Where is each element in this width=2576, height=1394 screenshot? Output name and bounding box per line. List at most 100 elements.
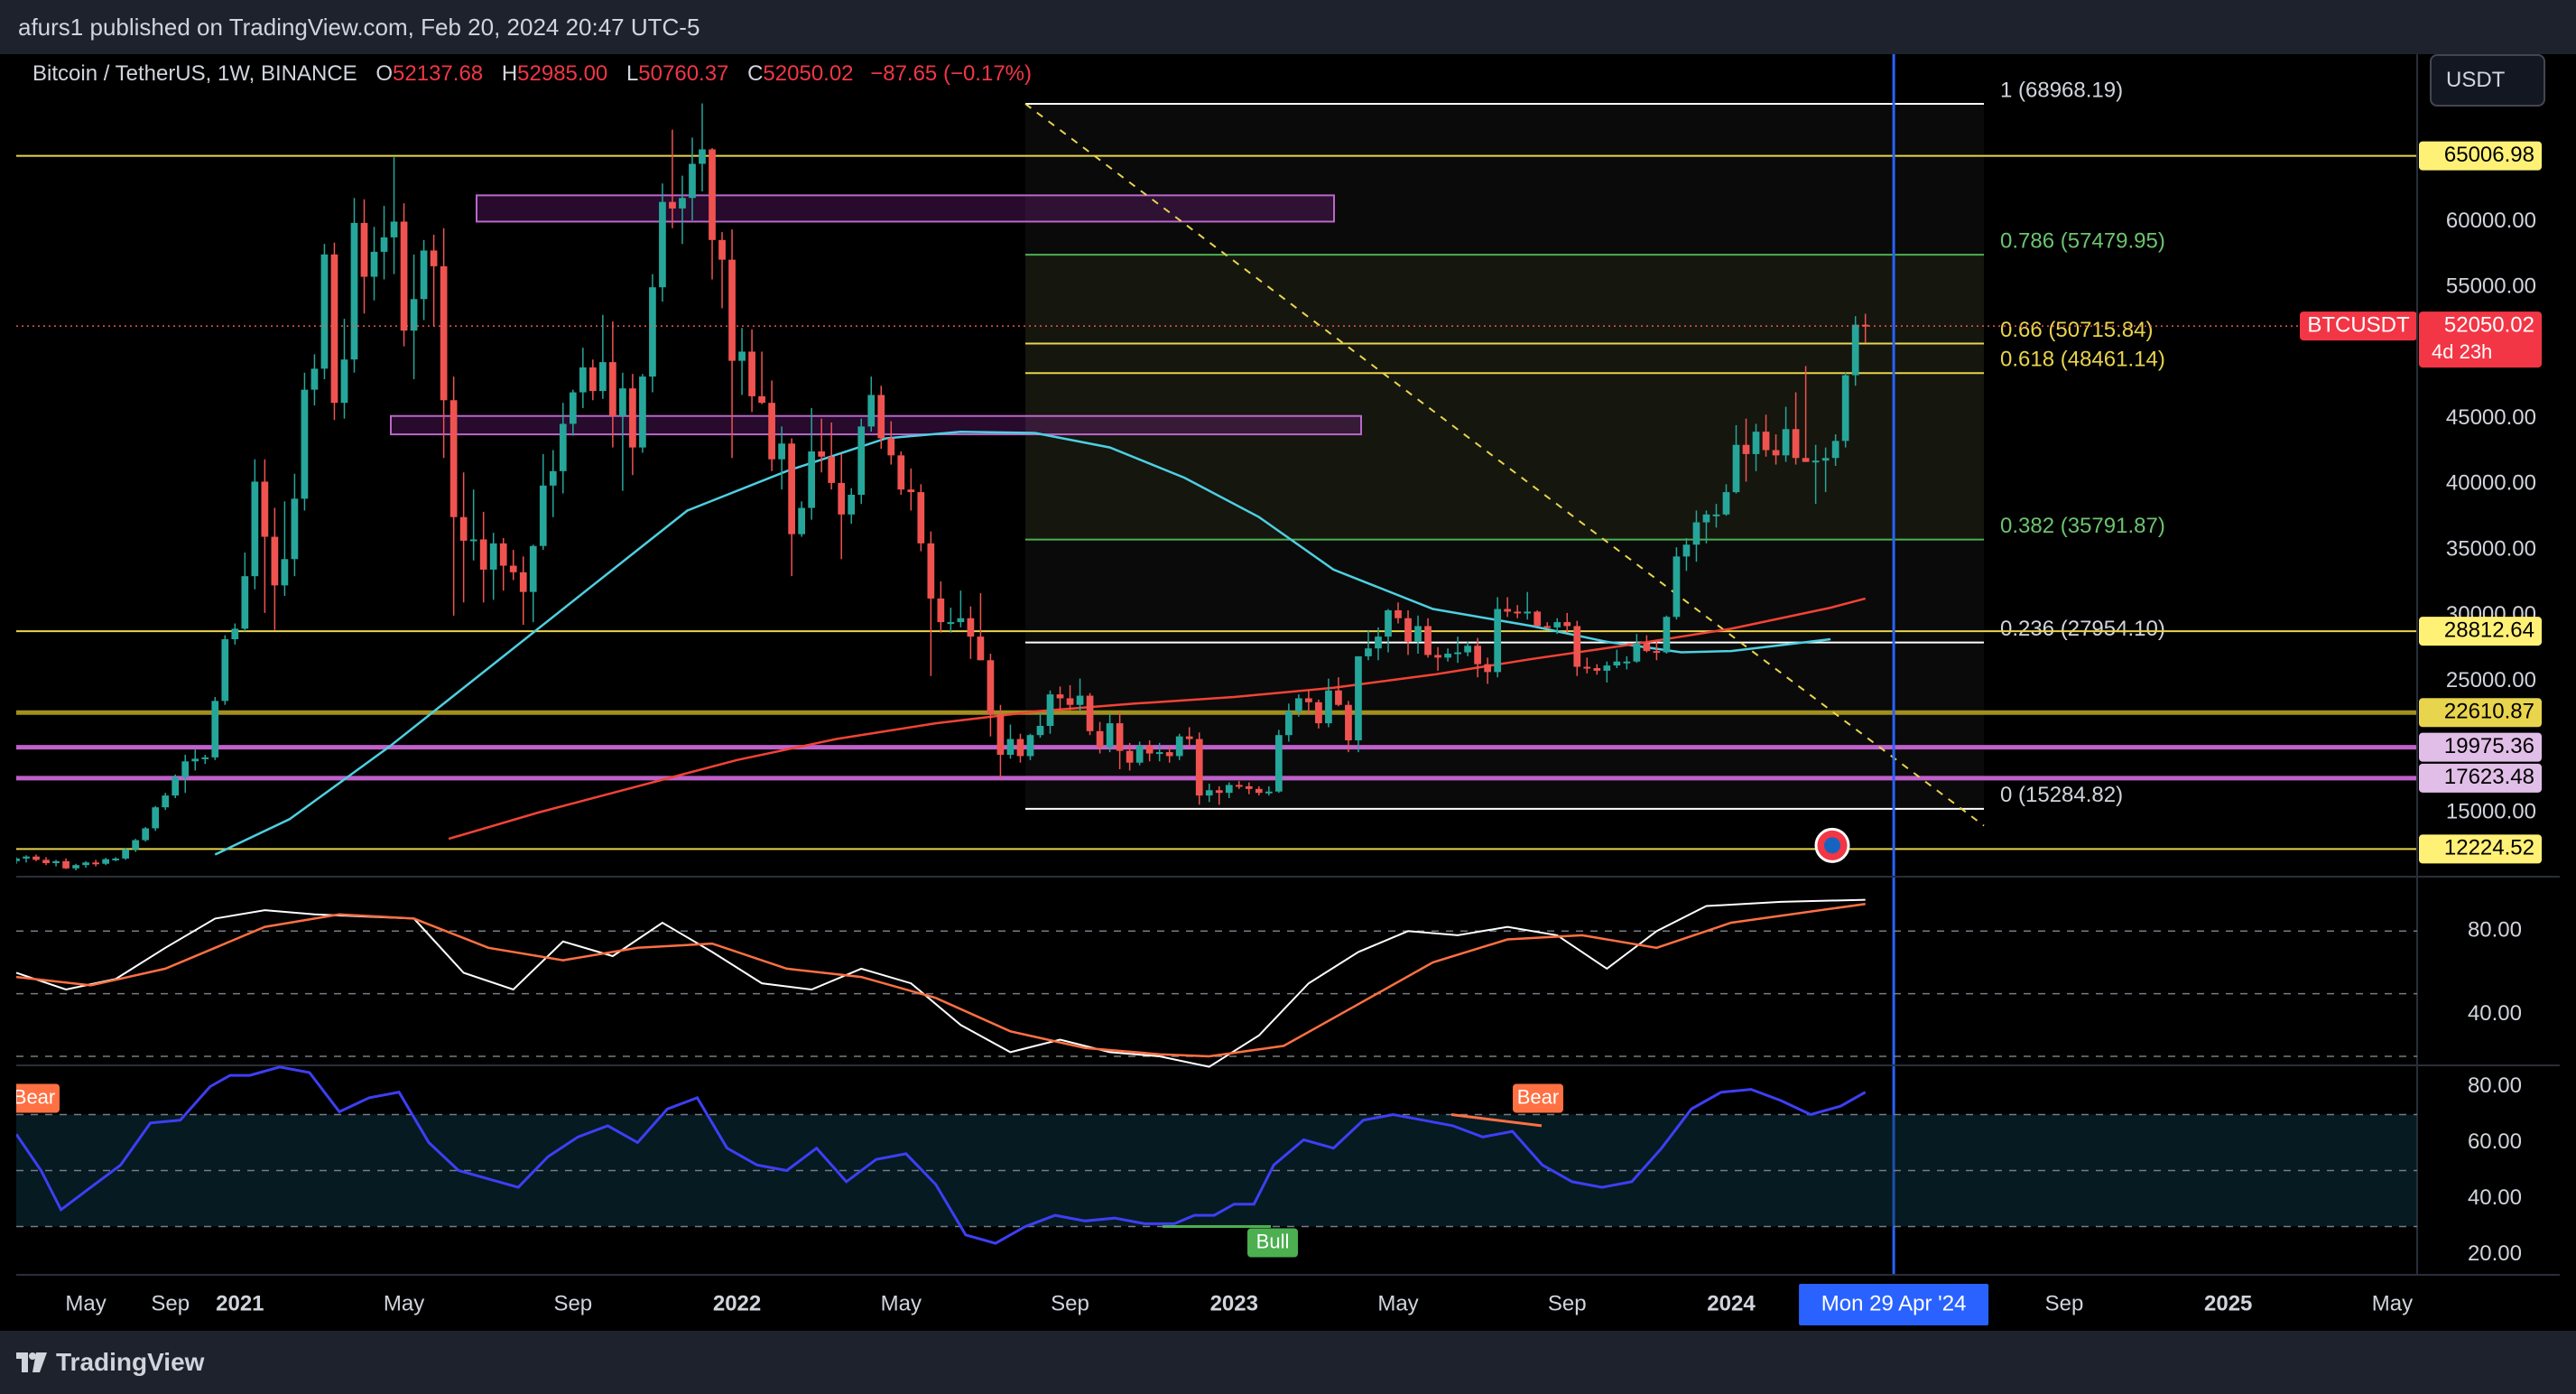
candle-body [699,149,706,164]
supply-zone-lower [390,414,1362,436]
level-price-tag [2419,141,2542,171]
candle-body [1175,736,1183,757]
candle-body [1524,611,1532,614]
candle-body [1821,458,1830,461]
candle-body [1812,460,1820,463]
candle-body [1573,626,1581,667]
tradingview-brand: TradingView [56,1348,205,1376]
time-axis-label: 2022 [713,1291,761,1315]
candle-body [459,516,468,541]
level-price-label: 12224.52 [2444,836,2534,860]
candle-body [251,481,259,577]
candle-body [1375,637,1382,649]
candle-body [1682,544,1691,557]
low-label: L [625,61,639,86]
candle-body [1335,690,1342,705]
candle-body [977,637,985,661]
candle-body [171,776,180,796]
high-label: H [501,61,518,86]
candle-body [1792,429,1800,459]
candle-body [1494,609,1502,673]
candle-body [1116,723,1124,751]
candle-body [1036,726,1044,736]
candle-body [1851,324,1859,376]
price-tick-label: 55000.00 [2446,274,2536,299]
candle-body [917,492,925,544]
candle-body [1692,522,1700,545]
candle-body [1772,450,1780,456]
time-axis-label: May [65,1291,106,1315]
trend-dashed-line [1024,103,1985,827]
level-price-label: 19975.36 [2444,734,2534,758]
candle-body [1355,655,1362,740]
candle-body [32,856,40,860]
candle-body [1106,723,1114,748]
candle-body [1633,643,1641,662]
candle-body [410,299,418,331]
candle-body [380,237,388,252]
candle-body [519,572,527,592]
candle-body [1583,666,1591,669]
fib-level-label: 0.236 (27954.10) [2000,617,2165,641]
price-chart-svg[interactable]: 15000.0020000.0025000.0030000.0035000.00… [16,54,2560,1329]
chart-area[interactable]: 15000.0020000.0025000.0030000.0035000.00… [16,54,2560,1329]
footer-bar: TradingView [0,1331,2576,1394]
candle-body [1385,610,1392,637]
rsi-tick-label: 40.00 [2468,1001,2522,1026]
momentum-line [16,1065,1867,1245]
moving-average-red [448,597,1867,841]
candle-body [718,239,726,260]
candle-body [738,351,746,361]
candle-body [1474,646,1481,664]
low-value: 50760.37 [638,61,729,86]
candle-body [1006,739,1015,755]
candle-body [430,250,438,266]
fib-level-label: 0 (15284.82) [2000,783,2123,807]
rsi-tick-label: 80.00 [2468,918,2522,943]
candle-body [1484,664,1491,673]
candle-body [1195,739,1203,796]
candle-body [489,543,497,570]
divergence-badge [1513,1083,1563,1113]
candle-body [778,443,785,460]
candle-body [42,860,50,863]
candle-body [1543,626,1552,628]
level-price-label: 65006.98 [2444,143,2534,167]
candle-body [1414,626,1422,642]
candle-body [231,628,239,639]
candle-body [1325,690,1332,724]
open-value: 52137.68 [393,61,484,86]
symbol-tag [2300,311,2417,341]
tradingview-logo-icon [16,1352,47,1372]
candle-body [1514,611,1522,614]
candle-body [1135,745,1144,763]
us-flag-event-icon [1824,837,1840,854]
candle-body [828,456,836,483]
candle-body [877,395,885,439]
candle-body [927,543,935,599]
candle-body [360,222,368,277]
candle-body [1603,665,1611,671]
candle-body [310,368,319,390]
time-axis-label: Sep [151,1291,190,1315]
candle-body [1155,752,1163,755]
candle-body [579,367,587,393]
candle-body [469,539,477,542]
currency-button[interactable]: USDT [2430,54,2545,107]
candle-body [758,395,765,404]
candle-body [1861,324,1869,327]
price-tick-label: 60000.00 [2446,209,2536,233]
divergence-label: Bull [1256,1230,1290,1252]
time-axis-label: 2023 [1210,1291,1258,1315]
candle-body [967,618,975,637]
candle-body [211,701,219,757]
price-tick-label: 40000.00 [2446,471,2536,496]
candle-body [1096,730,1104,748]
momentum-tick-label: 40.00 [2468,1185,2522,1210]
candle-body [1742,444,1750,454]
level-price-label: 17623.48 [2444,765,2534,789]
candle-body [529,545,537,592]
candle-body [112,858,119,860]
candle-body [1365,648,1372,656]
candle-body [330,254,338,404]
